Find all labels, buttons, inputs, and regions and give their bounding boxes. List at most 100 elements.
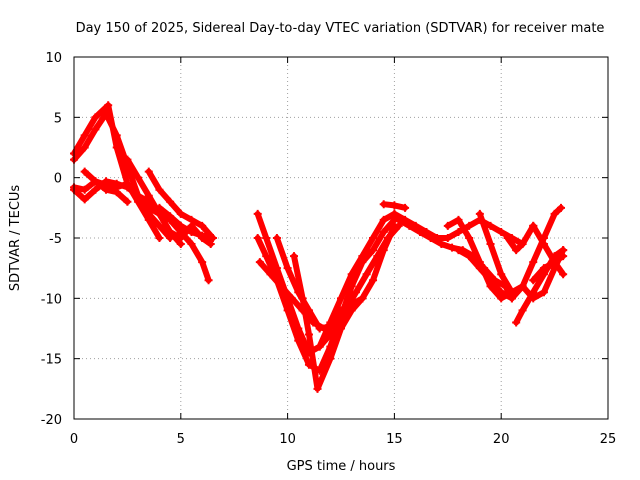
data-point: [272, 234, 281, 242]
data-point: [529, 276, 538, 285]
chart-title: Day 150 of 2025, Sidereal Day-to-day VTE…: [76, 21, 605, 36]
data-point: [529, 221, 538, 230]
data-point: [337, 294, 345, 303]
data-point: [550, 258, 559, 267]
data-point: [539, 288, 548, 297]
data-point: [390, 209, 399, 218]
data-point: [503, 234, 512, 242]
data-point: [326, 354, 335, 363]
data-point: [166, 227, 175, 236]
data-point: [351, 288, 360, 297]
data-point: [144, 191, 153, 200]
data-point: [187, 240, 196, 249]
series-sat-z: [529, 252, 568, 285]
data-point: [529, 294, 538, 303]
data-point: [559, 270, 568, 279]
data-point: [315, 324, 324, 333]
data-point: [465, 252, 474, 261]
data-point: [379, 200, 388, 209]
data-point: [529, 258, 538, 267]
data-point: [454, 246, 463, 255]
data-point: [507, 288, 516, 297]
data-point: [416, 227, 425, 236]
data-point: [112, 188, 121, 197]
y-tick-label: -15: [41, 353, 62, 368]
data-point: [369, 276, 378, 285]
data-point: [512, 318, 521, 327]
data-point: [426, 234, 435, 242]
data-point: [155, 221, 164, 230]
data-point: [266, 270, 275, 279]
y-tick-label: -10: [41, 292, 62, 307]
data-point: [290, 252, 299, 261]
series-sat-l: [272, 234, 324, 333]
data-point: [539, 240, 548, 249]
data-point: [155, 203, 164, 212]
data-point: [443, 221, 452, 230]
data-point: [443, 234, 452, 242]
data-point: [379, 215, 388, 224]
series-layer: [70, 101, 568, 393]
data-point: [198, 221, 207, 230]
data-point: [448, 243, 457, 252]
data-point: [166, 197, 175, 206]
x-tick-label: 0: [70, 432, 78, 447]
data-point: [497, 270, 506, 279]
data-point: [313, 384, 322, 393]
data-point: [262, 234, 271, 242]
y-tick-label: -5: [49, 232, 62, 247]
data-point: [550, 209, 559, 218]
data-point: [80, 167, 89, 176]
series-line: [254, 210, 398, 356]
data-point: [518, 282, 527, 291]
data-point: [358, 258, 367, 267]
data-point: [208, 234, 217, 242]
data-point: [539, 264, 548, 273]
data-point: [187, 215, 196, 224]
data-point: [497, 227, 506, 236]
series-line: [327, 295, 366, 332]
data-point: [337, 324, 345, 333]
x-tick-label: 10: [279, 432, 296, 447]
data-point: [405, 221, 414, 230]
data-point: [91, 177, 100, 186]
data-point: [486, 221, 495, 230]
x-tick-label: 20: [493, 432, 510, 447]
data-point: [557, 203, 566, 212]
data-point: [91, 185, 100, 194]
data-point: [369, 234, 378, 242]
data-point: [112, 131, 121, 140]
data-point: [347, 282, 356, 291]
data-point: [512, 246, 521, 255]
data-point: [475, 264, 484, 273]
x-axis-label: GPS time / hours: [287, 459, 396, 474]
data-point: [283, 264, 292, 273]
data-point: [304, 330, 313, 339]
data-point: [465, 221, 474, 230]
data-point: [123, 197, 132, 206]
data-point: [437, 240, 446, 249]
data-point: [155, 234, 164, 242]
data-point: [187, 227, 196, 236]
x-tick-label: 15: [386, 432, 403, 447]
data-point: [198, 231, 207, 240]
series-sat-q: [390, 209, 527, 249]
series-sat-p: [379, 200, 410, 212]
data-point: [390, 221, 399, 230]
data-point: [198, 258, 207, 267]
data-point: [102, 177, 111, 186]
data-point: [294, 336, 303, 345]
data-point: [253, 209, 262, 218]
data-point: [176, 221, 185, 230]
data-point: [486, 276, 495, 285]
data-point: [80, 143, 89, 152]
data-point: [134, 173, 143, 182]
data-point: [102, 185, 111, 194]
data-point: [80, 131, 89, 140]
x-tick-label: 25: [600, 432, 617, 447]
data-point: [155, 185, 164, 194]
data-point: [379, 246, 388, 255]
data-point: [454, 215, 463, 224]
data-point: [518, 240, 527, 249]
data-point: [134, 191, 143, 200]
